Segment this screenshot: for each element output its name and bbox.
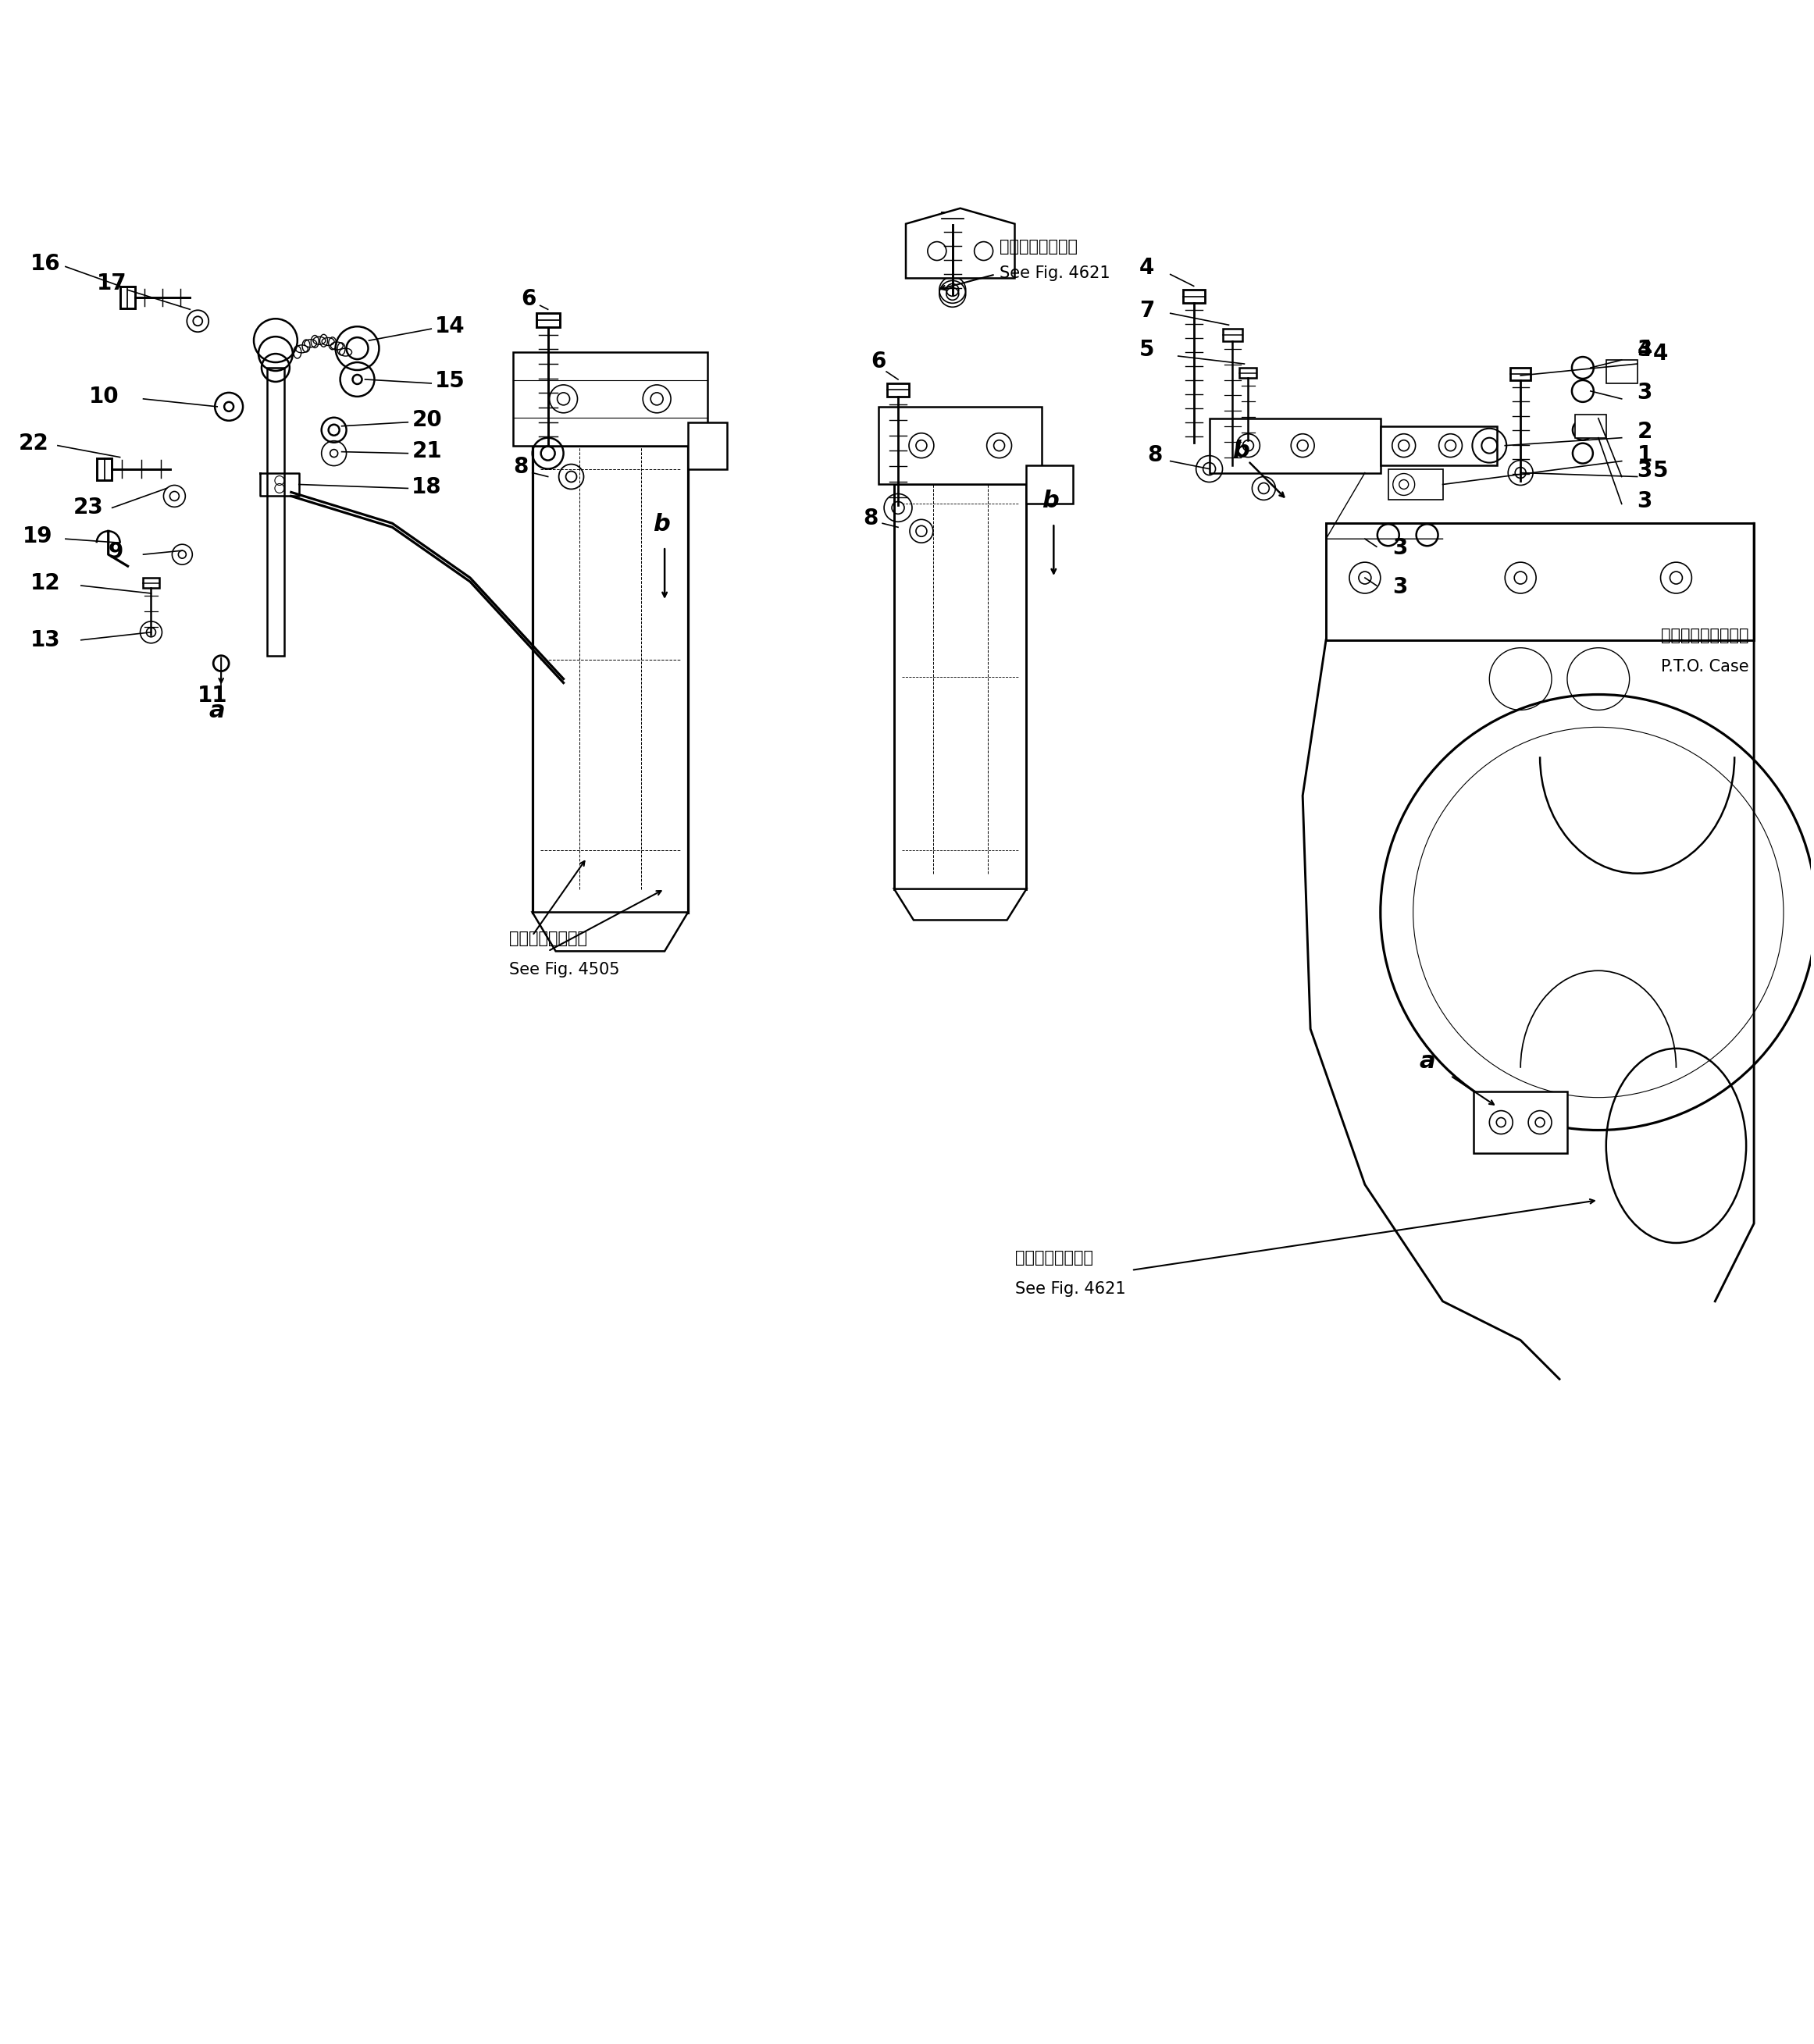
Text: 第４６２１図参照: 第４６２１図参照 bbox=[1000, 239, 1078, 253]
Polygon shape bbox=[1388, 468, 1442, 501]
Text: 2: 2 bbox=[1638, 421, 1653, 442]
Bar bbox=[267, 368, 285, 656]
Bar bbox=[1210, 419, 1380, 472]
Bar bbox=[96, 458, 112, 480]
Text: 1: 1 bbox=[1638, 444, 1653, 466]
Text: 4: 4 bbox=[1139, 258, 1154, 280]
Text: 11: 11 bbox=[198, 685, 229, 707]
Text: 16: 16 bbox=[31, 253, 60, 276]
Polygon shape bbox=[894, 889, 1027, 920]
Bar bbox=[1511, 368, 1531, 380]
Text: 10: 10 bbox=[89, 386, 120, 407]
Text: 3: 3 bbox=[1638, 339, 1653, 360]
Text: P.T.O. Case: P.T.O. Case bbox=[1660, 658, 1749, 675]
Text: Ｐ．Ｔ．Ｏ．ケース: Ｐ．Ｔ．Ｏ．ケース bbox=[1660, 628, 1749, 644]
Text: 4: 4 bbox=[1638, 339, 1653, 360]
Bar bbox=[1239, 368, 1257, 378]
Text: See Fig. 4505: See Fig. 4505 bbox=[510, 963, 620, 977]
Text: 3: 3 bbox=[1391, 576, 1408, 599]
Text: 13: 13 bbox=[31, 630, 60, 650]
Text: 3: 3 bbox=[1391, 538, 1408, 560]
Text: See Fig. 4621: See Fig. 4621 bbox=[1000, 266, 1110, 282]
Text: 18: 18 bbox=[412, 476, 443, 499]
Polygon shape bbox=[1027, 464, 1074, 505]
Polygon shape bbox=[905, 208, 1014, 278]
Text: 5: 5 bbox=[1653, 460, 1669, 480]
Polygon shape bbox=[1575, 415, 1605, 437]
Text: 15: 15 bbox=[435, 370, 466, 392]
Text: b: b bbox=[653, 513, 669, 536]
Text: See Fig. 4621: See Fig. 4621 bbox=[1014, 1282, 1125, 1296]
Text: 第４５０５図参照: 第４５０５図参照 bbox=[510, 930, 588, 946]
Text: b: b bbox=[1041, 491, 1059, 513]
Text: 7: 7 bbox=[1139, 300, 1154, 321]
Bar bbox=[1326, 523, 1754, 640]
Text: 20: 20 bbox=[412, 409, 443, 431]
Text: 9: 9 bbox=[109, 542, 123, 562]
Bar bbox=[887, 384, 909, 397]
Text: 8: 8 bbox=[1146, 444, 1163, 466]
Bar bbox=[120, 286, 136, 309]
Text: 6: 6 bbox=[871, 352, 885, 372]
Bar bbox=[143, 578, 160, 589]
Text: 4: 4 bbox=[1653, 343, 1667, 364]
Text: 8: 8 bbox=[513, 456, 528, 478]
Bar bbox=[537, 313, 559, 327]
Text: a: a bbox=[1419, 1051, 1435, 1073]
Polygon shape bbox=[532, 912, 688, 950]
Text: 6: 6 bbox=[521, 288, 535, 311]
Text: 17: 17 bbox=[96, 272, 127, 294]
Bar bbox=[941, 213, 963, 225]
Bar bbox=[532, 446, 688, 912]
Bar bbox=[1183, 290, 1204, 303]
Bar bbox=[1223, 329, 1243, 341]
Text: 8: 8 bbox=[863, 507, 878, 529]
Bar bbox=[894, 484, 1027, 889]
Text: 14: 14 bbox=[435, 315, 464, 337]
Text: 23: 23 bbox=[73, 497, 103, 519]
Text: 第４６２１図参照: 第４６２１図参照 bbox=[1014, 1249, 1092, 1265]
Text: b: b bbox=[1234, 439, 1250, 462]
Text: 22: 22 bbox=[18, 431, 49, 454]
Text: 19: 19 bbox=[24, 525, 53, 548]
Text: 3: 3 bbox=[1638, 491, 1653, 513]
Bar bbox=[1473, 1091, 1567, 1153]
Bar bbox=[513, 352, 707, 446]
Text: a: a bbox=[209, 699, 225, 722]
Polygon shape bbox=[1388, 523, 1435, 554]
Bar bbox=[878, 407, 1041, 484]
Text: 21: 21 bbox=[412, 439, 443, 462]
Polygon shape bbox=[688, 423, 727, 468]
Polygon shape bbox=[1605, 360, 1638, 384]
Text: 5: 5 bbox=[1139, 339, 1154, 360]
Text: 3: 3 bbox=[1638, 460, 1653, 480]
Text: 12: 12 bbox=[31, 572, 60, 595]
Text: 3: 3 bbox=[1638, 382, 1653, 403]
Bar bbox=[1380, 425, 1497, 464]
